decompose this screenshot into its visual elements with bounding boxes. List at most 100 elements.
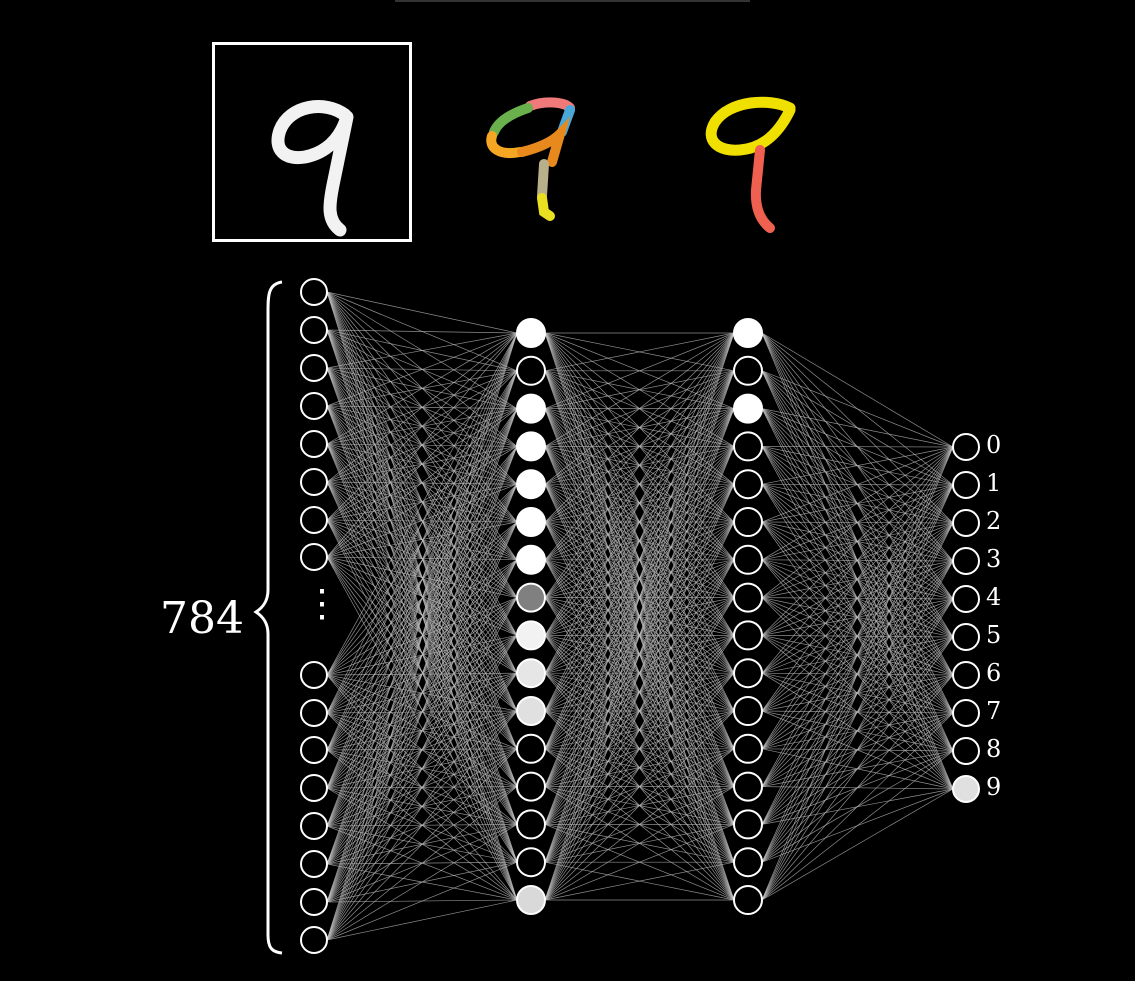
edge-input-hidden1 <box>326 332 518 445</box>
edge-hidden2-output <box>761 446 954 749</box>
connection-weights <box>326 291 954 941</box>
edge-hidden1-hidden2 <box>544 370 735 901</box>
edge-hidden1-hidden2 <box>544 824 735 901</box>
edge-hidden2-output <box>761 788 954 901</box>
hidden1-neuron <box>516 733 546 764</box>
input-count-label: 784 <box>160 593 244 644</box>
hidden2-neuron <box>733 582 763 613</box>
input-neuron <box>300 506 328 534</box>
hidden2-neuron <box>733 658 763 689</box>
edge-hidden1-hidden2 <box>544 332 735 485</box>
edge-input-hidden1 <box>326 329 518 334</box>
edge-hidden1-hidden2 <box>544 332 735 636</box>
edge-input-hidden1 <box>326 521 518 941</box>
hidden1-neuron <box>516 620 546 651</box>
hidden1-neuron <box>516 885 546 915</box>
edge-input-hidden1 <box>326 556 518 636</box>
output-label-1: 1 <box>986 469 1002 497</box>
hidden2-neuron <box>733 318 763 348</box>
edge-hidden1-hidden2 <box>544 332 735 712</box>
edge-hidden1-hidden2 <box>544 332 735 674</box>
output-label-8: 8 <box>986 735 1002 763</box>
output-neuron <box>952 509 980 537</box>
edge-hidden2-output <box>761 446 954 598</box>
edge-input-hidden1 <box>326 332 518 751</box>
output-neuron <box>952 775 980 803</box>
hidden2-neuron <box>733 431 763 462</box>
neurons <box>300 278 980 954</box>
edge-hidden2-output <box>761 446 954 636</box>
output-neuron <box>952 699 980 727</box>
output-neuron <box>952 623 980 651</box>
output-neuron <box>952 737 980 765</box>
input-neuron <box>300 888 328 916</box>
hidden1-neuron <box>516 771 546 802</box>
edge-hidden1-hidden2 <box>544 332 735 372</box>
edge-input-hidden1 <box>326 635 518 941</box>
edge-input-hidden1 <box>326 559 518 941</box>
edge-hidden1-hidden2 <box>544 559 735 901</box>
edge-input-hidden1 <box>326 332 518 827</box>
edge-hidden1-hidden2 <box>544 332 735 863</box>
input-neuron <box>300 316 328 344</box>
input-neuron <box>300 278 328 306</box>
edge-hidden2-output <box>761 674 954 901</box>
edge-input-hidden1 <box>326 556 518 712</box>
edge-input-hidden1 <box>326 370 518 941</box>
hidden1-neuron <box>516 469 546 500</box>
input-neuron <box>300 392 328 420</box>
digit-loop-line-image <box>690 90 810 240</box>
edge-input-hidden1 <box>326 332 518 714</box>
hidden2-neuron <box>733 847 763 878</box>
edge-hidden2-output <box>761 560 954 901</box>
input-neuron <box>300 543 328 571</box>
edge-input-hidden1 <box>326 597 518 941</box>
edge-hidden1-hidden2 <box>544 597 735 901</box>
edge-hidden1-hidden2 <box>544 484 735 901</box>
edge-hidden1-hidden2 <box>544 446 735 901</box>
edge-hidden1-hidden2 <box>544 332 735 787</box>
nine-loop-line-icon <box>705 96 796 233</box>
hidden2-neuron <box>733 544 763 575</box>
edge-hidden2-output <box>761 446 954 787</box>
output-neuron <box>952 471 980 499</box>
edge-input-hidden1 <box>326 672 518 941</box>
handwritten-nine-icon <box>271 100 354 237</box>
input-neuron <box>300 774 328 802</box>
hidden2-neuron <box>733 507 763 537</box>
input-neuron <box>300 354 328 382</box>
edge-hidden2-output <box>761 636 954 901</box>
output-label-7: 7 <box>986 697 1002 725</box>
hidden2-neuron <box>733 355 763 386</box>
edge-hidden2-output <box>761 446 954 674</box>
edge-hidden2-output <box>761 446 954 448</box>
input-neuron <box>300 699 328 727</box>
edge-hidden1-hidden2 <box>544 861 735 901</box>
edge-input-hidden1 <box>326 748 518 941</box>
edge-input-hidden1 <box>326 556 518 674</box>
input-neuron <box>300 661 328 689</box>
edge-input-hidden1 <box>326 519 518 674</box>
hidden1-neuron <box>516 847 546 878</box>
edge-hidden2-output <box>761 446 954 901</box>
hidden1-neuron <box>516 355 546 386</box>
edge-hidden2-output <box>761 484 954 901</box>
edge-input-hidden1 <box>326 824 518 941</box>
top-divider <box>395 0 750 2</box>
edge-hidden2-output <box>761 446 954 863</box>
edge-input-hidden1 <box>326 786 518 941</box>
edge-hidden1-hidden2 <box>544 786 735 901</box>
input-neuron <box>300 468 328 496</box>
edge-hidden1-hidden2 <box>544 672 735 901</box>
edge-hidden1-hidden2 <box>544 521 735 901</box>
edge-input-hidden1 <box>326 484 518 941</box>
edge-hidden2-output <box>761 370 954 448</box>
edge-input-hidden1 <box>326 332 518 789</box>
edge-input-hidden1 <box>326 332 518 865</box>
input-digit-image <box>212 42 412 242</box>
output-label-3: 3 <box>986 545 1002 573</box>
input-neuron <box>300 430 328 458</box>
edge-input-hidden1 <box>326 899 518 941</box>
edge-hidden2-output <box>761 408 954 448</box>
